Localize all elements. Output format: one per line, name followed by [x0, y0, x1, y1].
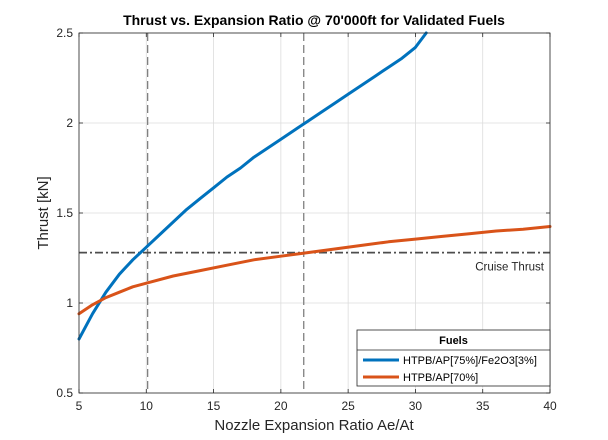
y-tick-label: 0.5: [56, 386, 73, 400]
y-tick-label: 1: [66, 296, 73, 310]
x-tick-label: 20: [274, 399, 288, 413]
x-tick-label: 30: [409, 399, 423, 413]
x-tick-label: 35: [476, 399, 490, 413]
legend-label-0: HTPB/AP[75%]/Fe2O3[3%]: [403, 355, 537, 367]
series-line-1: [77, 225, 552, 316]
x-tick-label: 25: [341, 399, 355, 413]
y-tick-label: 1.5: [56, 206, 73, 220]
x-tick-label: 40: [543, 399, 557, 413]
chart-title: Thrust vs. Expansion Ratio @ 70'000ft fo…: [123, 12, 505, 28]
legend-title: Fuels: [439, 335, 468, 347]
series-lines: [77, 31, 552, 341]
annotations: Cruise Thrust: [475, 262, 545, 274]
x-tick-label: 15: [207, 399, 221, 413]
cruise-thrust-label: Cruise Thrust: [475, 262, 545, 274]
y-tick-label: 2.5: [56, 26, 73, 40]
ticks: 5 10 15 20 25 30 35 40 0.5 1 1.5 2 2.5: [56, 26, 557, 413]
y-tick-label: 2: [66, 116, 73, 130]
x-axis-label: Nozzle Expansion Ratio Ae/At: [214, 417, 414, 434]
y-axis-label: Thrust [kN]: [35, 176, 52, 249]
legend: Fuels HTPB/AP[75%]/Fe2O3[3%] HTPB/AP[70%]: [356, 329, 551, 387]
x-tick-label: 10: [140, 399, 154, 413]
series-line-0: [77, 31, 428, 341]
x-tick-label: 5: [76, 399, 83, 413]
legend-label-1: HTPB/AP[70%]: [403, 372, 478, 384]
